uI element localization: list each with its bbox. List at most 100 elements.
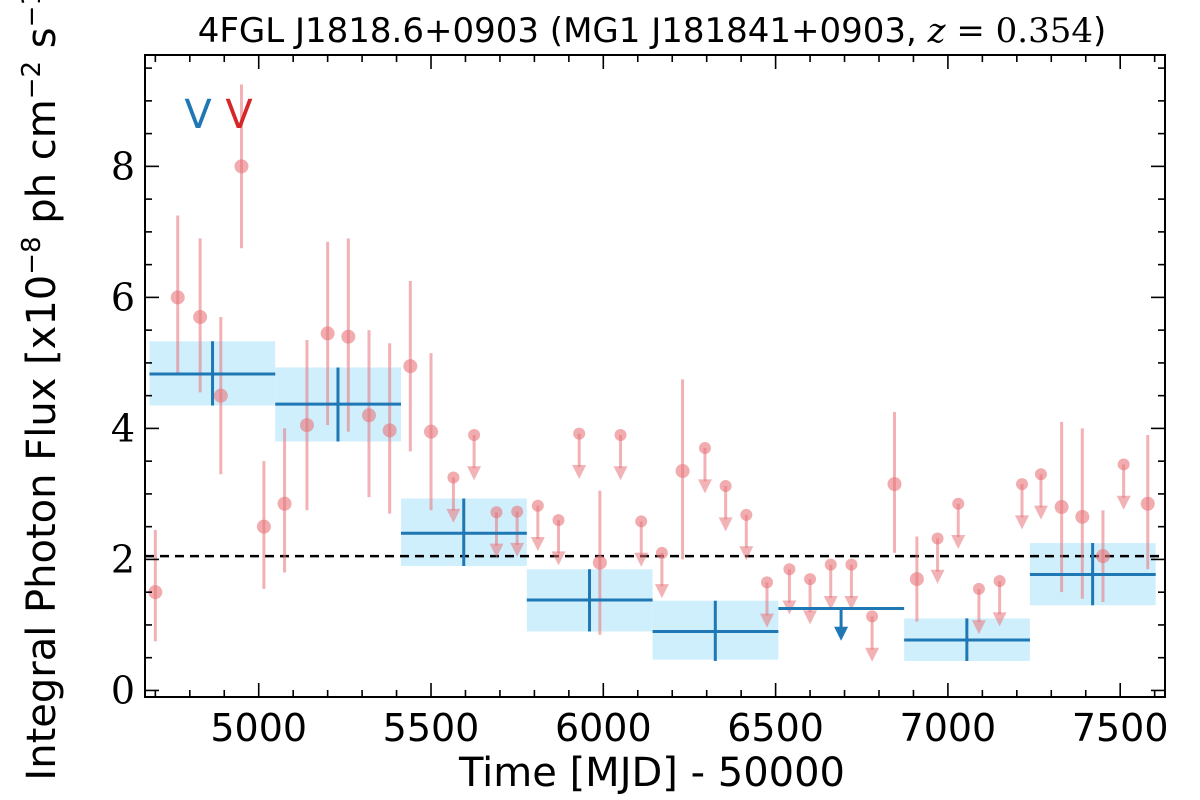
upper-limit-arrowhead (971, 620, 986, 635)
upper-limit-arrowhead (739, 546, 754, 561)
x-tick-label: 5000 (210, 706, 307, 750)
monthly-detection-point (277, 496, 292, 511)
upper-limit-arrowhead (446, 508, 461, 523)
upper-limit-arrowhead (510, 542, 525, 557)
upper-limit-arrowhead (1014, 515, 1029, 530)
monthly-detection-point (887, 477, 902, 492)
upper-limit-arrowhead (951, 535, 966, 550)
upper-limit-point (1015, 478, 1028, 491)
y-tick-label: 4 (111, 406, 135, 450)
y-tick-label: 2 (111, 537, 135, 581)
x-tick-label: 6500 (727, 706, 824, 750)
upper-limit-arrowhead (551, 551, 566, 566)
monthly-detection-point (382, 423, 397, 438)
upper-limit-point (552, 514, 565, 527)
upper-limit-arrowhead (865, 647, 880, 662)
monthly-detection-point (1075, 509, 1090, 524)
title-value: 0.354 (996, 11, 1093, 51)
upper-limit-arrowhead (634, 552, 649, 567)
upper-limit-arrowhead (654, 584, 669, 599)
title-z: z (927, 11, 947, 51)
title-eq: = (946, 11, 996, 51)
monthly-detection-point (424, 424, 439, 439)
plot-frame (144, 54, 1166, 698)
upper-limit-arrowhead (823, 595, 838, 610)
annotation-v-blue: V (184, 92, 212, 138)
upper-limit-arrowhead (530, 537, 545, 552)
x-tick-label: 7500 (1072, 706, 1169, 750)
upper-limit-point (447, 471, 460, 484)
upper-limit-point (490, 506, 503, 519)
ylabel-exp1: −8 (17, 236, 47, 274)
upper-limit-point (531, 499, 544, 512)
chart-title: 4FGL J1818.6+0903 (MG1 J181841+0903, z =… (198, 11, 1107, 51)
monthly-detection-point (320, 326, 335, 341)
upper-limit-point (740, 508, 753, 521)
monthly-detection-point (256, 519, 271, 534)
upper-limit-arrowhead (1116, 495, 1131, 510)
x-tick-label: 5500 (383, 706, 480, 750)
upper-limit-arrowhead (613, 466, 628, 481)
monthly-detection-point (1140, 496, 1155, 511)
upper-limit-point (760, 576, 773, 589)
upper-limit-point (614, 428, 627, 441)
y-tick-label: 0 (111, 668, 135, 712)
monthly-detection-point (299, 418, 314, 433)
upper-limit-point (952, 497, 965, 510)
annotation-v-red: V (225, 92, 253, 138)
monthly-detection-point (403, 359, 418, 374)
monthly-points-group (148, 84, 1155, 662)
title-suffix: ) (1093, 11, 1106, 51)
upper-limit-point (866, 610, 879, 623)
upper-limit-arrowhead (718, 517, 733, 532)
upper-limit-arrowhead (803, 610, 818, 625)
y-tick-label: 8 (111, 144, 135, 188)
ylabel-exp3: −1 (17, 0, 47, 27)
monthly-detection-point (909, 572, 924, 587)
upper-limit-arrowhead (489, 543, 504, 558)
monthly-detection-point (193, 310, 208, 325)
x-tick-label: 6000 (555, 706, 652, 750)
monthly-detection-point (341, 329, 356, 344)
upper-limit-point (719, 480, 732, 493)
upper-limit-point (511, 505, 524, 518)
upper-limit-point (1034, 468, 1047, 481)
ylabel-s: s (19, 27, 65, 61)
upper-limit-arrowhead (572, 464, 587, 479)
yearly-upper-limit-arrowhead (834, 626, 849, 641)
upper-limit-arrowhead (992, 612, 1007, 627)
monthly-detection-point (1054, 500, 1069, 515)
upper-limit-point (698, 442, 711, 455)
ylabel-main: Integral Photon Flux [x10 (19, 275, 65, 781)
x-tick-label: 7000 (900, 706, 997, 750)
upper-limit-point (573, 427, 586, 440)
title-prefix: 4FGL J1818.6+0903 (MG1 J181841+0903, (198, 11, 928, 51)
upper-limit-point (635, 515, 648, 528)
upper-limit-arrowhead (697, 479, 712, 494)
x-axis-label: Time [MJD] - 50000 (458, 750, 845, 796)
monthly-detection-point (234, 159, 249, 174)
upper-limit-point (783, 563, 796, 576)
ylabel-mid: ph cm (19, 99, 65, 236)
upper-limit-point (845, 558, 858, 571)
axis-ticks-group: 5000 5500 6000 6500 7000 7500 0 2 4 6 8 (111, 55, 1169, 750)
yearly-bins-group (149, 341, 1156, 661)
monthly-detection-point (592, 555, 607, 570)
upper-limit-point (804, 573, 817, 586)
monthly-detection-point (361, 408, 376, 423)
upper-limit-point (824, 558, 837, 571)
monthly-detection-point (148, 585, 163, 600)
monthly-detection-point (213, 388, 228, 403)
upper-limit-point (1117, 458, 1130, 471)
upper-limit-arrowhead (844, 595, 859, 610)
upper-limit-arrowhead (1033, 505, 1048, 520)
upper-limit-point (468, 428, 481, 441)
y-axis-label: Integral Photon Flux [x10−8 ph cm−2 s−1] (17, 0, 65, 781)
monthly-detection-point (1095, 549, 1110, 564)
upper-limit-point (972, 582, 985, 595)
upper-limit-arrowhead (759, 613, 774, 628)
monthly-detection-point (170, 290, 185, 305)
upper-limit-point (655, 546, 668, 559)
upper-limit-point (931, 532, 944, 545)
